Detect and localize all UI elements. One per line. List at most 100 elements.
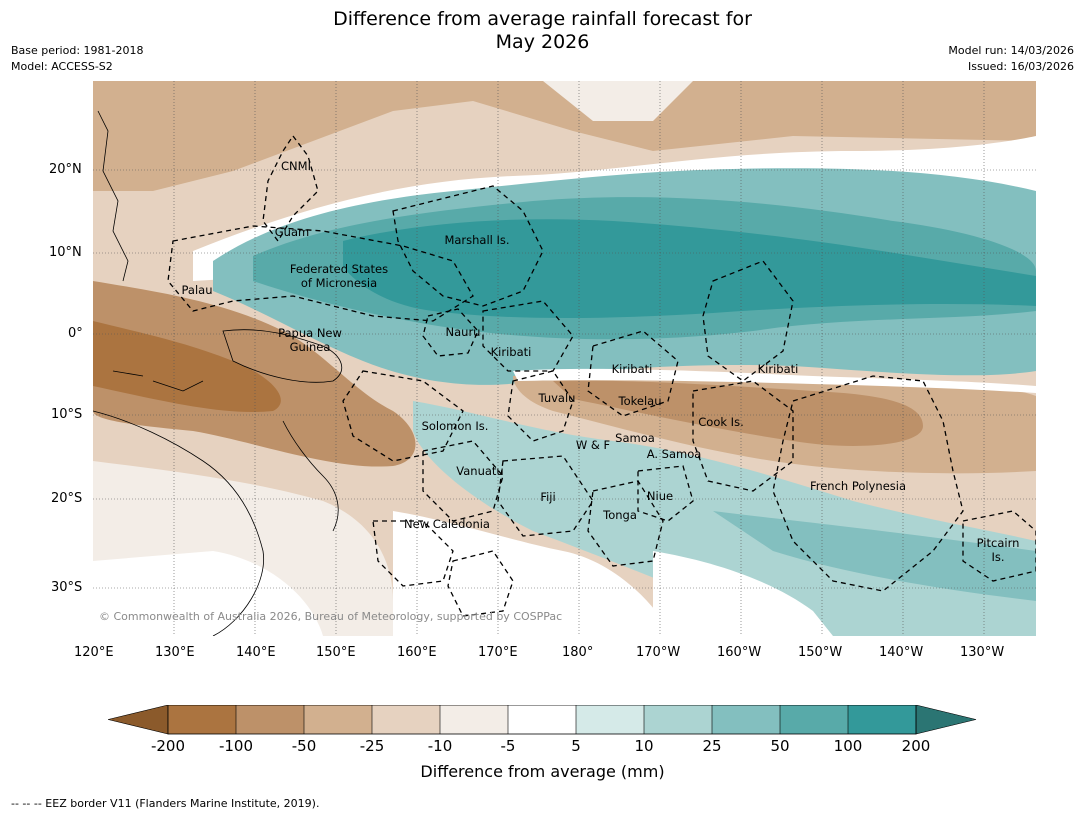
label-tokelau: Tokelau [618,394,662,408]
colorbar-segment [372,705,440,734]
lat-tick: 0° [68,326,83,341]
label-fiji: Fiji [540,490,556,504]
label-wf: W & F [575,438,611,452]
label-guam: Guam [274,225,310,239]
eez-fiji [497,455,594,537]
lon-tick: 130°W [960,645,1005,660]
label-pitcairn-2: Is. [991,550,1005,564]
lon-tick: 130°E [155,645,195,660]
lon-tick: 170°E [478,645,518,660]
colorbar-segment [304,705,372,734]
eez-bottom [447,550,514,617]
anomaly-north-tan [93,81,1036,191]
lat-tick: 20°N [49,162,82,177]
rainfall-anomaly-map [93,81,1036,636]
label-fsm-2: of Micronesia [300,276,378,290]
colorbar-segment [780,705,848,734]
eez-kiribati-central [587,330,679,417]
colorbar-title: Difference from average (mm) [420,762,665,781]
label-png-2: Guinea [289,340,331,354]
label-solomon: Solomon Is. [421,419,489,433]
color-bar [108,705,977,735]
label-samoa: Samoa [615,431,655,445]
label-nauru: Nauru [445,325,481,339]
colorbar-segment [712,705,780,734]
label-palau: Palau [181,283,213,297]
colorbar-label: 200 [901,737,931,755]
copyright-note: © Commonwealth of Australia 2026, Bureau… [99,610,563,623]
coastline-australia [93,410,339,636]
lon-tick: 150°E [316,645,356,660]
base-period: Base period: 1981-2018 [11,44,144,57]
lat-tick: 30°S [51,580,83,595]
colorbar-segment [168,705,236,734]
colorbar-segment [848,705,916,734]
label-png-1: Papua New [278,326,342,340]
map-title-line1: Difference from average rainfall forecas… [333,8,752,30]
coastline-new-guinea [222,329,343,383]
colorbar-segment [508,705,576,734]
issued-date: Issued: 16/03/2026 [967,60,1074,73]
lon-tick: 160°E [397,645,437,660]
coastline-philippines [97,110,129,282]
label-kiribati-central: Kiribati [611,362,653,376]
eez-cook [692,380,794,492]
lat-tick: 20°S [51,491,83,506]
lon-tick: 160°W [717,645,762,660]
label-niue: Niue [646,489,674,503]
label-pitcairn-1: Pitcairn [976,536,1020,550]
colorbar-segment [440,705,508,734]
colorbar-segment [644,705,712,734]
eez-solomon [342,370,464,462]
lon-tick: 180° [562,645,594,660]
eez-fsm [167,225,474,322]
label-tuvalu: Tuvalu [538,391,576,405]
eez-pitcairn [962,510,1036,582]
label-kiribati-west: Kiribati [490,345,532,359]
lat-tick: 10°S [51,407,83,422]
label-cook: Cook Is. [698,415,744,429]
colorbar-label: -25 [359,737,385,755]
eez-footnote: -- -- -- EEZ border V11 (Flanders Marine… [11,797,320,810]
eez-vanuatu [422,440,504,522]
eez-kiribati-east [702,260,794,382]
map-title-line2: May 2026 [495,31,590,53]
eez-niue [637,465,694,522]
eez-kiribati-west [482,300,574,372]
colorbar-label: 100 [833,737,863,755]
lon-tick: 140°E [236,645,276,660]
colorbar-label: -100 [218,737,254,755]
label-cnmi: CNMI [281,159,311,173]
label-new-caledonia: New Caledonia [404,517,490,531]
eez-marshall [392,185,544,307]
label-asamoa: A. Samoa [646,447,702,461]
label-fsm-1: Federated States [289,262,389,276]
label-tonga: Tonga [603,508,637,522]
model-name: Model: ACCESS-S2 [11,60,113,73]
colorbar-label: 50 [770,737,790,755]
colorbar-label: -10 [427,737,453,755]
colorbar-segment [236,705,304,734]
colorbar-label: 10 [634,737,654,755]
lon-tick: 170°W [636,645,681,660]
eez-tuvalu [507,370,574,442]
eez-newcal [372,520,454,587]
label-french-polynesia: French Polynesia [809,479,907,493]
colorbar-label: -50 [291,737,317,755]
lon-tick: 140°W [879,645,924,660]
eez-cnmi [262,134,319,243]
label-marshall: Marshall Is. [444,233,510,247]
lon-tick: 150°W [798,645,843,660]
label-vanuatu: Vanuatu [456,464,504,478]
eez-nauru [422,308,479,357]
lat-tick: 10°N [49,245,82,260]
lon-tick: 120°E [74,645,114,660]
label-kiribati-east: Kiribati [757,362,799,376]
colorbar-label: 5 [571,737,581,755]
colorbar-arrow-high [915,705,977,735]
colorbar-label: -200 [150,737,186,755]
colorbar-label: -5 [500,737,516,755]
colorbar-arrow-low [108,705,169,735]
model-run: Model run: 14/03/2026 [948,44,1074,57]
colorbar-label: 25 [702,737,722,755]
